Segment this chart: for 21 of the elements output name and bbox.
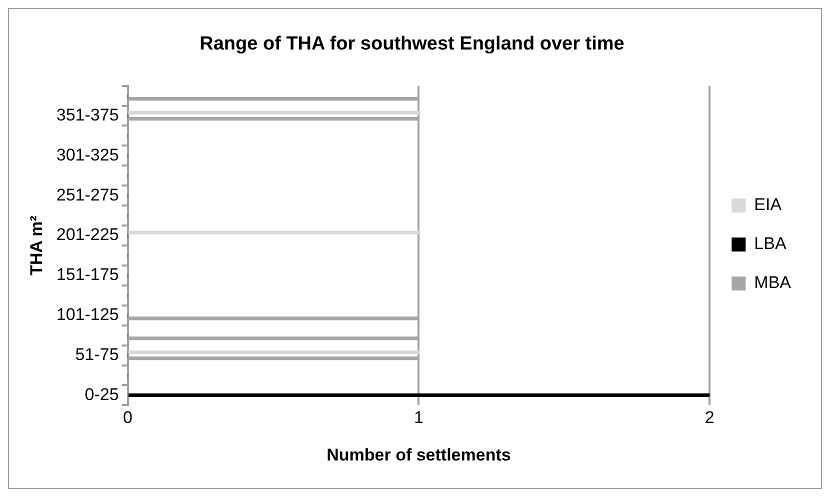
y-tick-label: 151-175 (56, 265, 119, 284)
bar (128, 230, 420, 234)
x-tick-label: 1 (414, 408, 424, 428)
y-tick-label: 351-375 (56, 105, 119, 124)
legend-label: EIA (754, 195, 782, 214)
y-tick-label: 101-125 (56, 305, 119, 324)
bar (128, 393, 710, 398)
x-tick-label: 0 (123, 408, 133, 428)
y-tick-label: 301-325 (56, 145, 119, 164)
legend-label: LBA (754, 234, 787, 254)
chart-title: Range of THA for southwest England over time (200, 34, 624, 55)
bar (128, 110, 420, 115)
x-axis-title: Number of settlements (326, 445, 511, 464)
y-tick-label: 0-25 (84, 384, 119, 404)
y-tick-label: 251-275 (56, 185, 119, 204)
y-tick-label: 51-75 (75, 344, 119, 364)
bar (128, 350, 420, 354)
y-axis-title: THA m² (26, 215, 46, 276)
legend-label: MBA (754, 273, 792, 292)
y-tick-label: 201-225 (56, 225, 119, 244)
x-tick-label: 2 (704, 408, 714, 428)
